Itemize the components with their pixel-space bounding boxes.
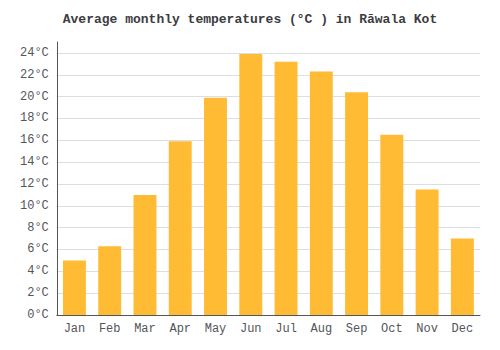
svg-text:14°C: 14°C xyxy=(20,155,49,169)
svg-text:Nov: Nov xyxy=(416,322,438,336)
svg-text:Jul: Jul xyxy=(275,322,297,336)
svg-text:Dec: Dec xyxy=(452,322,474,336)
svg-text:2°C: 2°C xyxy=(27,286,49,300)
svg-text:8°C: 8°C xyxy=(27,221,49,235)
svg-text:24°C: 24°C xyxy=(20,46,49,60)
svg-text:0°C: 0°C xyxy=(27,308,49,322)
svg-text:6°C: 6°C xyxy=(27,242,49,256)
svg-text:Sep: Sep xyxy=(346,322,368,336)
svg-text:18°C: 18°C xyxy=(20,111,49,125)
svg-text:Oct: Oct xyxy=(381,322,403,336)
svg-text:20°C: 20°C xyxy=(20,90,49,104)
svg-text:Apr: Apr xyxy=(169,322,191,336)
svg-text:Jan: Jan xyxy=(64,322,86,336)
svg-text:16°C: 16°C xyxy=(20,133,49,147)
svg-text:Jun: Jun xyxy=(240,322,262,336)
svg-text:4°C: 4°C xyxy=(27,264,49,278)
svg-text:Aug: Aug xyxy=(310,322,332,336)
svg-text:Average monthly temperatures (: Average monthly temperatures (°C ) in Rā… xyxy=(63,12,437,27)
svg-text:Feb: Feb xyxy=(99,322,121,336)
svg-text:Mar: Mar xyxy=(134,322,156,336)
svg-text:May: May xyxy=(205,322,227,336)
svg-text:12°C: 12°C xyxy=(20,177,49,191)
svg-text:10°C: 10°C xyxy=(20,199,49,213)
svg-text:22°C: 22°C xyxy=(20,68,49,82)
